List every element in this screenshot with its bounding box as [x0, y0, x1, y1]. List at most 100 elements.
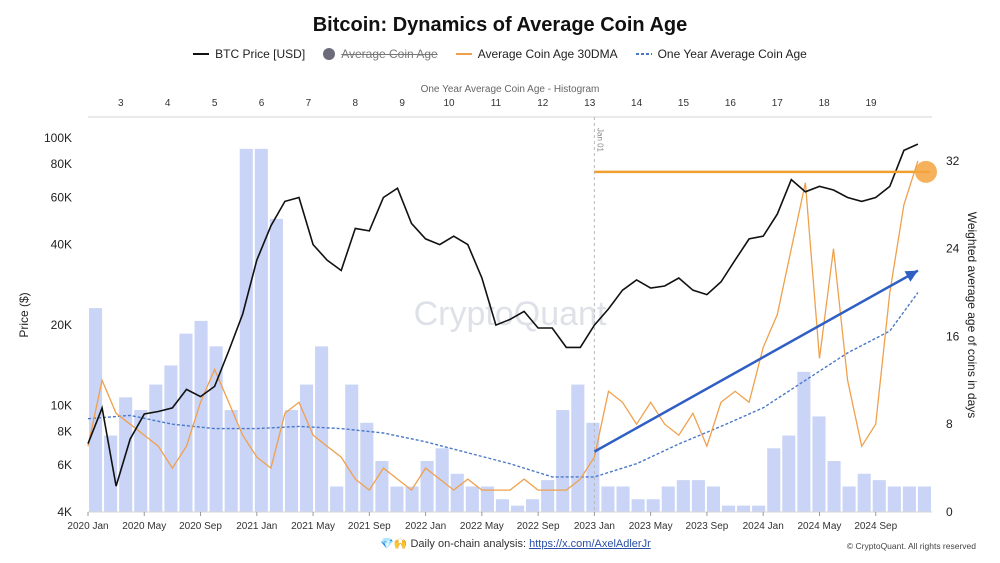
- histogram-bar: [601, 486, 615, 512]
- histogram-bar: [435, 448, 449, 512]
- copyright: © CryptoQuant. All rights reserved: [846, 541, 976, 551]
- chart-title: Bitcoin: Dynamics of Average Coin Age: [312, 14, 688, 36]
- right-ticks: 32 24 16 8 0: [946, 154, 960, 519]
- series-btc-price: [87, 143, 919, 487]
- x-tick-label: 2022 May: [460, 521, 504, 532]
- histogram-bar: [706, 486, 720, 512]
- histogram-bar: [345, 384, 359, 512]
- x-tick-label: 2021 May: [291, 521, 335, 532]
- top-tick-label: 10: [443, 98, 455, 109]
- histogram-bar: [526, 499, 540, 512]
- histogram-bar: [857, 473, 871, 512]
- legend-label: One Year Average Coin Age: [657, 47, 807, 61]
- top-tick-label: 6: [259, 98, 265, 109]
- top-tick-label: 15: [678, 98, 690, 109]
- legend-label: BTC Price [USD]: [215, 47, 306, 61]
- top-tick-label: 12: [537, 98, 549, 109]
- annotation-label: Jan 01: [595, 128, 604, 153]
- left-tick-label: 80K: [51, 157, 72, 171]
- legend: BTC Price [USD] Average Coin Age Average…: [0, 47, 1000, 61]
- x-tick-label: 2023 Sep: [686, 521, 729, 532]
- right-tick-label: 32: [946, 154, 960, 168]
- histogram-bar: [420, 461, 434, 512]
- top-tick-label: 3: [118, 98, 124, 109]
- left-tick-label: 10K: [51, 399, 72, 413]
- histogram-bar: [646, 499, 660, 512]
- histogram-bar: [104, 435, 118, 512]
- legend-dashed-icon: [635, 53, 652, 55]
- histogram-bar: [676, 480, 690, 512]
- histogram-bar: [480, 486, 494, 512]
- legend-item-30dma[interactable]: Average Coin Age 30DMA: [455, 47, 618, 61]
- legend-item-one-year-avg[interactable]: One Year Average Coin Age: [635, 47, 807, 61]
- histogram-bar: [224, 410, 238, 512]
- histogram-bar: [631, 499, 645, 512]
- series-lines: [87, 143, 919, 492]
- top-axis-title: One Year Average Coin Age - Histogram: [421, 84, 600, 95]
- x-tick-label: 2024 May: [798, 521, 842, 532]
- top-tick-label: 11: [491, 98, 502, 109]
- left-tick-label: 100K: [44, 131, 72, 145]
- histogram-bar: [752, 505, 766, 512]
- histogram-bar: [556, 410, 570, 512]
- overlays: [593, 160, 937, 453]
- histogram-bar: [360, 422, 374, 512]
- footer-link[interactable]: https://x.com/AxelAdlerJr: [529, 538, 651, 550]
- footer: 💎🙌 Daily on-chain analysis: https://x.co…: [380, 537, 651, 550]
- legend-label: Average Coin Age: [341, 47, 438, 61]
- x-tick-label: 2020 Jan: [67, 521, 108, 532]
- histogram-bar: [767, 448, 781, 512]
- histogram-bar: [405, 486, 419, 512]
- histogram-bar: [797, 371, 811, 512]
- histogram-bar: [164, 365, 178, 512]
- right-tick-label: 8: [946, 417, 953, 431]
- histogram-bar: [239, 148, 253, 512]
- histogram-bar: [917, 486, 931, 512]
- legend-item-btc-price[interactable]: BTC Price [USD]: [193, 47, 305, 61]
- top-tick-label: 13: [584, 98, 596, 109]
- top-tick-label: 4: [165, 98, 171, 109]
- histogram-bar: [586, 422, 600, 512]
- histogram-bar: [827, 461, 841, 512]
- top-ticks: 3 4 5 6 7 8 9 10 11 12 13 14 15 16 17 18 19: [118, 98, 877, 109]
- legend-line-icon: [455, 53, 472, 55]
- top-tick-label: 5: [212, 98, 218, 109]
- histogram-bar: [691, 480, 705, 512]
- histogram-bar: [194, 320, 208, 512]
- x-tick-label: 2021 Jan: [236, 521, 277, 532]
- histogram-bar: [722, 505, 736, 512]
- right-tick-label: 0: [946, 505, 953, 519]
- right-axis-title: Weighted average age of coins in days: [965, 212, 979, 419]
- left-tick-label: 8K: [57, 425, 72, 439]
- x-tick-label: 2020 May: [122, 521, 166, 532]
- top-tick-label: 8: [352, 98, 358, 109]
- histogram-bars: [89, 148, 931, 512]
- top-tick-label: 17: [772, 98, 784, 109]
- x-tick-label: 2020 Sep: [179, 521, 222, 532]
- left-tick-label: 6K: [57, 458, 72, 472]
- left-tick-label: 40K: [51, 238, 72, 252]
- legend-item-average-coin-age[interactable]: Average Coin Age: [323, 47, 438, 61]
- x-tick-label: 2024 Jan: [743, 521, 784, 532]
- footer-text: Daily on-chain analysis:: [410, 538, 527, 550]
- histogram-bar: [450, 473, 464, 512]
- legend-dot-icon: [323, 48, 336, 60]
- watermark: CryptoQuant: [414, 295, 607, 333]
- top-tick-label: 18: [819, 98, 831, 109]
- left-tick-label: 60K: [51, 190, 72, 204]
- histogram-bar: [179, 333, 193, 512]
- x-tick-label: 2022 Jan: [405, 521, 446, 532]
- right-tick-label: 24: [946, 242, 960, 256]
- left-tick-label: 4K: [57, 505, 72, 519]
- x-tick-label: 2024 Sep: [854, 521, 897, 532]
- histogram-bar: [812, 416, 826, 512]
- x-ticks: 2020 Jan 2020 May 2020 Sep 2021 Jan 2021 May…: [67, 512, 898, 532]
- left-ticks: 100K 80K 60K 40K 20K 10K 8K 6K 4K: [44, 131, 72, 519]
- left-axis-title: Price ($): [17, 292, 31, 337]
- x-tick-label: 2023 Jan: [574, 521, 615, 532]
- histogram-bar: [887, 486, 901, 512]
- histogram-bar: [902, 486, 916, 512]
- histogram-bar: [737, 505, 751, 512]
- histogram-bar: [616, 486, 630, 512]
